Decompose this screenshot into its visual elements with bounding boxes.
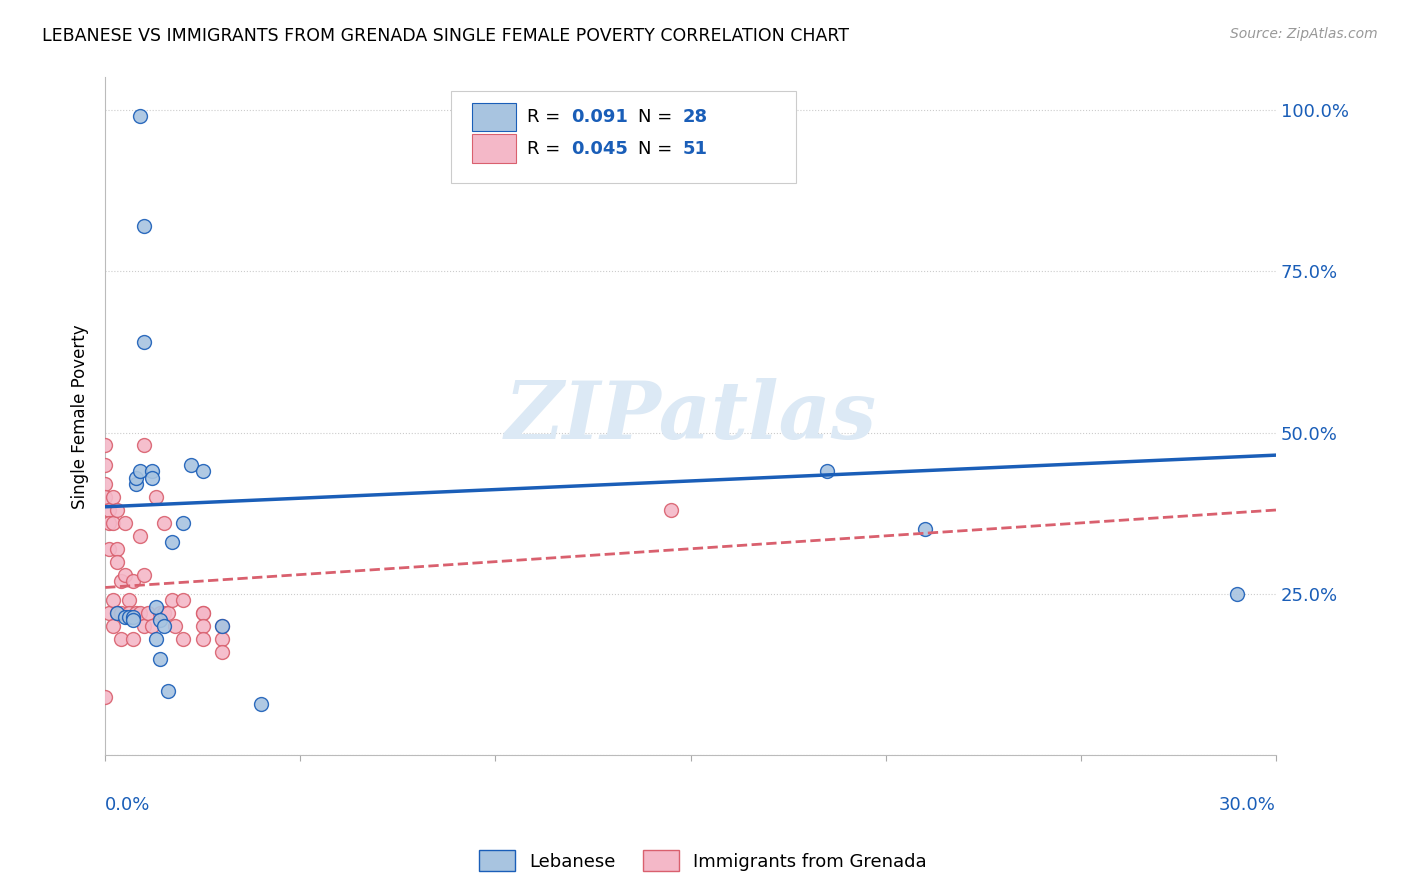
Point <box>156 607 179 621</box>
Point <box>141 471 163 485</box>
Point <box>121 632 143 647</box>
Point <box>145 490 167 504</box>
Point <box>117 607 139 621</box>
Point <box>172 632 194 647</box>
Point <box>105 607 128 621</box>
Point <box>145 632 167 647</box>
Text: 30.0%: 30.0% <box>1219 796 1277 814</box>
Point <box>110 574 132 588</box>
Text: R =: R = <box>527 140 565 158</box>
Point <box>121 613 143 627</box>
Point <box>125 477 148 491</box>
Point <box>105 555 128 569</box>
Point <box>117 593 139 607</box>
Point <box>94 490 117 504</box>
Text: N =: N = <box>638 140 678 158</box>
FancyBboxPatch shape <box>471 103 516 131</box>
Point <box>94 477 117 491</box>
Point <box>152 607 174 621</box>
Point <box>172 516 194 530</box>
Point <box>149 613 172 627</box>
Point <box>191 607 214 621</box>
Text: 0.045: 0.045 <box>571 140 628 158</box>
Point <box>129 529 152 543</box>
Text: ZIPatlas: ZIPatlas <box>505 377 877 455</box>
Point <box>114 567 136 582</box>
Point <box>129 607 152 621</box>
Point <box>250 697 273 711</box>
Point <box>914 522 936 536</box>
Text: 28: 28 <box>682 108 707 126</box>
Point <box>659 503 682 517</box>
Point <box>134 567 156 582</box>
Text: R =: R = <box>527 108 565 126</box>
Point <box>191 632 214 647</box>
Point <box>129 109 152 123</box>
Point <box>105 541 128 556</box>
Point <box>172 593 194 607</box>
Point <box>136 607 159 621</box>
Point <box>94 438 117 452</box>
Point <box>134 335 156 350</box>
Point <box>180 458 202 472</box>
Text: 51: 51 <box>682 140 707 158</box>
Point <box>156 683 179 698</box>
Point <box>152 619 174 633</box>
Point <box>125 471 148 485</box>
Point <box>165 619 187 633</box>
Point <box>98 503 121 517</box>
Point <box>211 632 233 647</box>
Point <box>149 607 172 621</box>
Point <box>815 464 838 478</box>
Point <box>105 607 128 621</box>
Point <box>141 464 163 478</box>
Point <box>98 516 121 530</box>
Point <box>101 619 124 633</box>
Text: Source: ZipAtlas.com: Source: ZipAtlas.com <box>1230 27 1378 41</box>
Point <box>101 516 124 530</box>
Point <box>101 490 124 504</box>
Point <box>94 690 117 705</box>
Point <box>134 619 156 633</box>
Point <box>134 438 156 452</box>
Point <box>145 599 167 614</box>
Point <box>134 219 156 233</box>
Point <box>98 607 121 621</box>
Point <box>101 593 124 607</box>
Point <box>121 574 143 588</box>
Point <box>149 651 172 665</box>
Point <box>211 645 233 659</box>
Point <box>121 609 143 624</box>
Point <box>125 607 148 621</box>
Point <box>105 503 128 517</box>
Point <box>152 516 174 530</box>
Point <box>110 607 132 621</box>
FancyBboxPatch shape <box>450 91 796 183</box>
Point <box>141 619 163 633</box>
Text: LEBANESE VS IMMIGRANTS FROM GRENADA SINGLE FEMALE POVERTY CORRELATION CHART: LEBANESE VS IMMIGRANTS FROM GRENADA SING… <box>42 27 849 45</box>
Point <box>211 619 233 633</box>
Point <box>114 609 136 624</box>
Point <box>98 541 121 556</box>
Point <box>160 535 183 549</box>
Text: 0.0%: 0.0% <box>105 796 150 814</box>
Point <box>94 458 117 472</box>
Point <box>1226 587 1249 601</box>
Legend: Lebanese, Immigrants from Grenada: Lebanese, Immigrants from Grenada <box>471 843 935 879</box>
Point <box>110 632 132 647</box>
Point <box>129 464 152 478</box>
Point <box>160 593 183 607</box>
Text: 0.091: 0.091 <box>571 108 628 126</box>
Point <box>191 607 214 621</box>
Point <box>191 464 214 478</box>
Point <box>191 619 214 633</box>
FancyBboxPatch shape <box>471 135 516 163</box>
Point <box>211 619 233 633</box>
Y-axis label: Single Female Poverty: Single Female Poverty <box>72 324 89 508</box>
Text: N =: N = <box>638 108 678 126</box>
Point <box>114 516 136 530</box>
Point <box>117 609 139 624</box>
